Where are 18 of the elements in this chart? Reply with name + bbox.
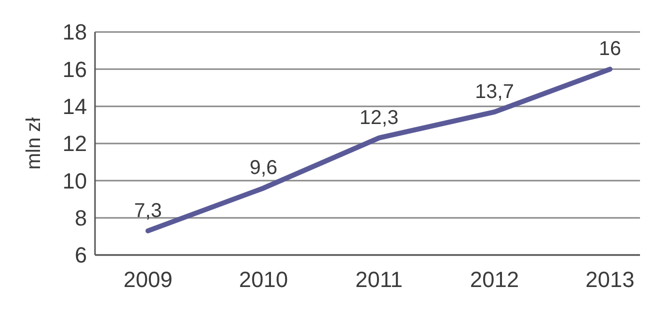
x-tick-label: 2009	[124, 267, 172, 292]
data-label: 9,6	[250, 157, 278, 180]
y-tick-label: 10	[62, 168, 87, 194]
y-tick-label: 6	[74, 242, 87, 268]
y-tick-label: 14	[62, 94, 87, 120]
data-label: 12,3	[360, 106, 398, 129]
y-tick-label: 12	[62, 131, 87, 156]
x-tick-label: 2011	[355, 267, 403, 292]
data-label: 7,3	[134, 200, 162, 222]
x-tick-label: 2010	[239, 267, 288, 292]
x-tick-label: 2013	[586, 267, 634, 292]
y-tick-label: 18	[62, 20, 87, 45]
data-label: 13,7	[475, 80, 514, 103]
x-tick-label: 2012	[470, 267, 519, 292]
data-label: 16	[598, 38, 622, 60]
y-tick-label: 16	[62, 56, 87, 82]
y-tick-label: 8	[74, 206, 87, 231]
y-axis-title: mln zł	[23, 116, 45, 170]
